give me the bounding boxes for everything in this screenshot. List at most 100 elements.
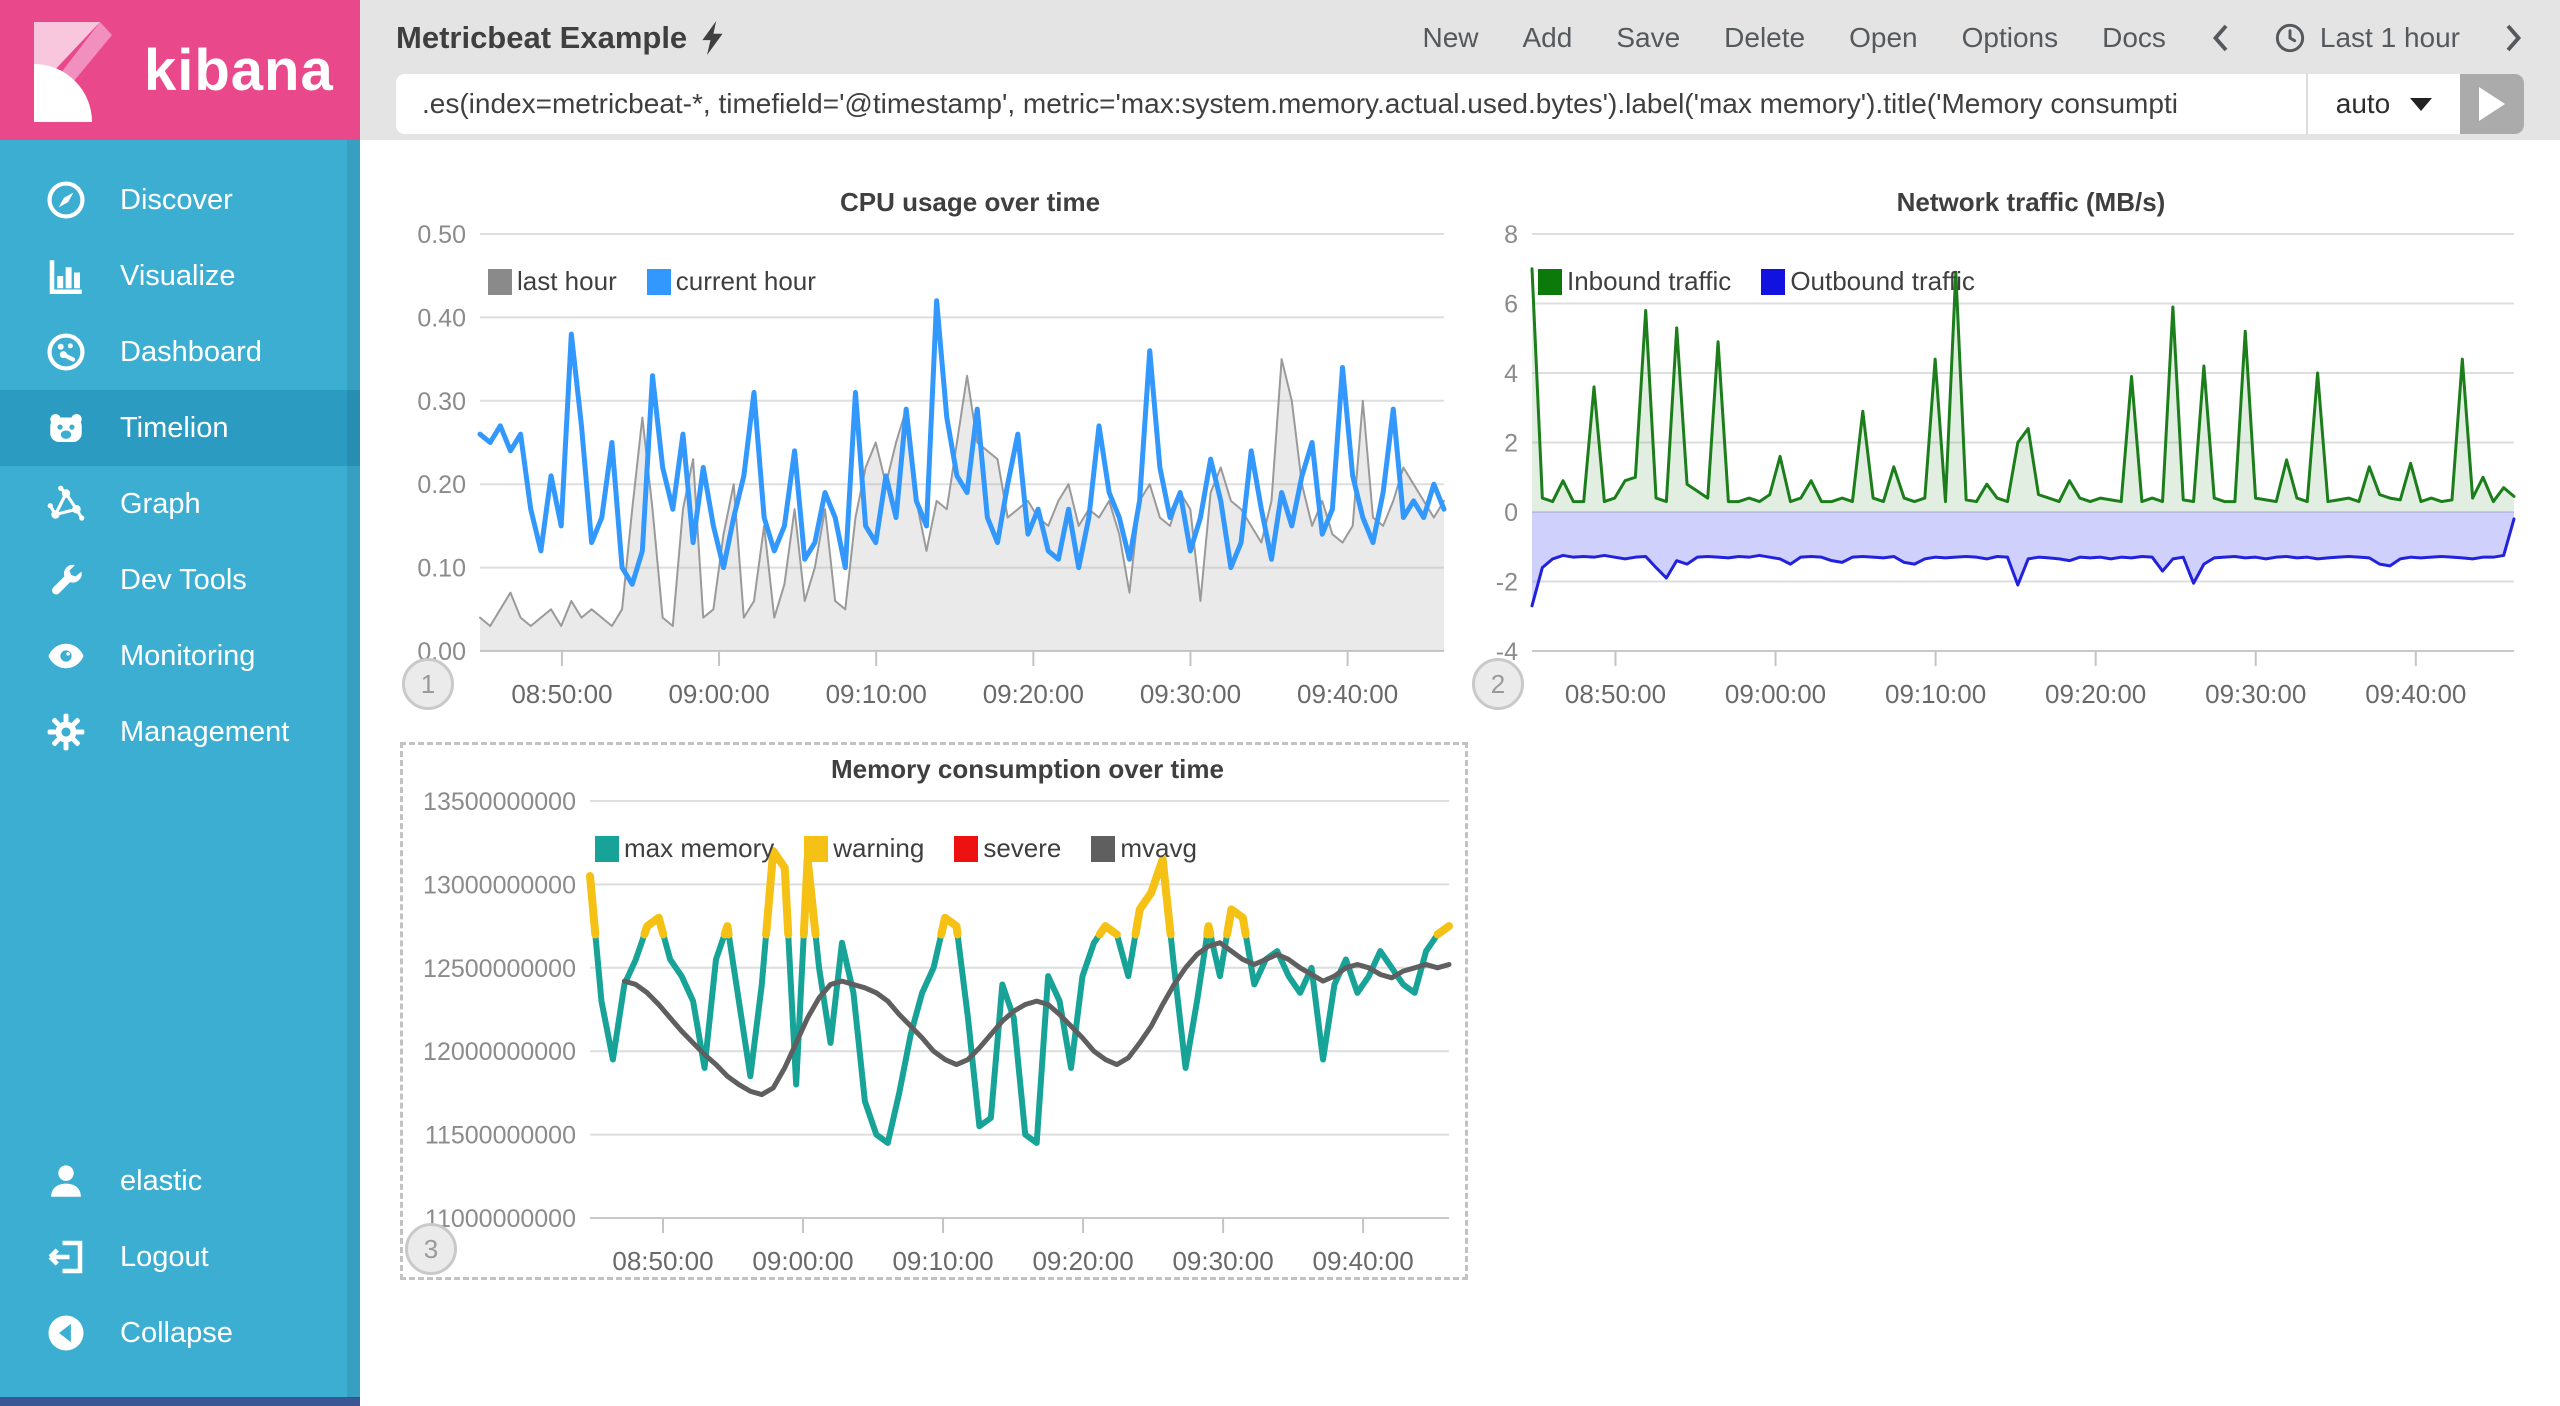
y-tick-label: 0.40 [417, 304, 466, 332]
legend-label: Outbound traffic [1790, 266, 1975, 297]
sidebar-item-visualize[interactable]: Visualize [0, 238, 360, 314]
y-tick-label: 0.50 [417, 224, 466, 249]
sidebar-item-discover[interactable]: Discover [0, 162, 360, 238]
legend-entry-warning: warning [804, 833, 924, 864]
legend-label: max memory [624, 833, 774, 864]
sidebar-item-collapse[interactable]: Collapse [0, 1295, 360, 1371]
legend-label: severe [983, 833, 1061, 864]
chart-panel-network[interactable]: Network traffic (MB/s) Inbound traffic Ou… [1470, 180, 2530, 710]
y-tick-label: 0.30 [417, 388, 466, 416]
graph-icon [44, 482, 88, 526]
sidebar-item-management[interactable]: Management [0, 694, 360, 770]
legend-label: warning [833, 833, 924, 864]
main-content: CPU usage over time last hour current hou… [360, 140, 2560, 1406]
chart-badge: 1 [402, 658, 454, 710]
gauge-icon [44, 330, 88, 374]
sidebar-item-dev-tools[interactable]: Dev Tools [0, 542, 360, 618]
menu-item-save[interactable]: Save [1616, 22, 1680, 54]
y-tick-label: 12500000000 [423, 955, 576, 983]
query-bar: auto [396, 74, 2524, 134]
sidebar-item-label: Monitoring [120, 640, 255, 673]
menu-item-options[interactable]: Options [1962, 22, 2059, 54]
x-tick-label: 09:30:00 [1172, 1246, 1273, 1271]
sidebar-item-timelion[interactable]: Timelion [0, 390, 360, 466]
menu-item-delete[interactable]: Delete [1724, 22, 1805, 54]
menu-item-add[interactable]: Add [1523, 22, 1573, 54]
chart-badge: 2 [1472, 658, 1524, 710]
header-menu: New Add Save Delete Open Options Docs Last 1 ho… [1422, 22, 2524, 54]
series-warning [1135, 859, 1170, 934]
timelion-query-input[interactable] [396, 74, 2306, 134]
sidebar-item-label: Visualize [120, 260, 236, 293]
legend-entry-severe: severe [954, 833, 1061, 864]
y-tick-label: -2 [1496, 569, 1518, 597]
y-tick-label: 0 [1504, 499, 1518, 527]
series-warning [590, 876, 595, 934]
y-tick-label: 8 [1504, 224, 1518, 249]
wrench-icon [44, 558, 88, 602]
header: Metricbeat Example New Add Save Delete Open O… [360, 0, 2560, 140]
series-warning [1100, 926, 1117, 934]
sidebar: kibana Discover Visualize Dashboard Timelio… [0, 0, 360, 1406]
series-warning [644, 918, 663, 935]
series-warning [1438, 926, 1449, 934]
sidebar-item-logout[interactable]: Logout [0, 1219, 360, 1295]
series-warning [1207, 926, 1210, 934]
x-tick-label: 09:10:00 [892, 1246, 993, 1271]
sidebar-item-dashboard[interactable]: Dashboard [0, 314, 360, 390]
series-warning [725, 926, 729, 934]
legend-entry-inbound-traffic: Inbound traffic [1538, 266, 1731, 297]
chevron-down-icon [2410, 98, 2432, 111]
chevron-right-icon[interactable] [2504, 23, 2524, 53]
x-tick-label: 09:40:00 [1312, 1246, 1413, 1271]
menu-item-open[interactable]: Open [1849, 22, 1918, 54]
y-tick-label: 6 [1504, 291, 1518, 319]
chart-panel-cpu[interactable]: CPU usage over time last hour current hou… [400, 180, 1460, 710]
menu-item-new[interactable]: New [1422, 22, 1478, 54]
time-picker-label: Last 1 hour [2320, 22, 2460, 54]
y-tick-label: 13000000000 [423, 871, 576, 899]
chart-panel-memory[interactable]: Memory consumption over time max memoryw… [400, 742, 1468, 1280]
legend-chip [804, 836, 828, 862]
page-title-text: Metricbeat Example [396, 20, 687, 56]
y-tick-label: 11500000000 [425, 1122, 576, 1150]
legend-chip [1538, 269, 1562, 295]
legend-chip [488, 269, 512, 295]
legend-entry-last-hour: last hour [488, 266, 617, 297]
x-tick-label: 09:10:00 [1885, 679, 1986, 704]
sidebar-item-graph[interactable]: Graph [0, 466, 360, 542]
interval-select[interactable]: auto [2308, 74, 2460, 134]
chart-legend: max memory warning severe mvavg [595, 833, 1197, 864]
sidebar-item-label: Dev Tools [120, 564, 247, 597]
timelion-icon [44, 406, 88, 450]
x-tick-label: 09:30:00 [1140, 679, 1241, 704]
chevron-left-icon[interactable] [2210, 23, 2230, 53]
run-query-button[interactable] [2460, 74, 2524, 134]
sidebar-item-elastic[interactable]: elastic [0, 1143, 360, 1219]
sidebar-item-monitoring[interactable]: Monitoring [0, 618, 360, 694]
x-tick-label: 09:30:00 [2205, 679, 2306, 704]
y-tick-label: 0.10 [417, 555, 466, 583]
chart-title: Network traffic (MB/s) [1470, 180, 2530, 224]
kibana-logo[interactable]: kibana [0, 0, 360, 140]
sidebar-item-label: Management [120, 716, 289, 749]
sidebar-footer: elasticLogout Collapse [0, 1143, 360, 1397]
page-title: Metricbeat Example [396, 20, 725, 56]
time-picker[interactable]: Last 1 hour [2274, 22, 2460, 54]
barchart-icon [44, 254, 88, 298]
legend-chip [954, 836, 978, 862]
sidebar-item-label: Dashboard [120, 336, 262, 369]
legend-label: current hour [676, 266, 816, 297]
legend-entry-outbound-traffic: Outbound traffic [1761, 266, 1975, 297]
legend-label: last hour [517, 266, 617, 297]
menu-item-docs[interactable]: Docs [2102, 22, 2166, 54]
eye-icon [44, 634, 88, 678]
sidebar-item-label: Collapse [120, 1317, 233, 1350]
gear-icon [44, 710, 88, 754]
legend-chip [647, 269, 671, 295]
x-tick-label: 09:00:00 [1725, 679, 1826, 704]
chart-title: CPU usage over time [400, 180, 1460, 224]
legend-entry-mvavg: mvavg [1091, 833, 1197, 864]
chart-legend: Inbound traffic Outbound traffic [1538, 266, 1975, 297]
y-tick-label: 4 [1504, 360, 1518, 388]
